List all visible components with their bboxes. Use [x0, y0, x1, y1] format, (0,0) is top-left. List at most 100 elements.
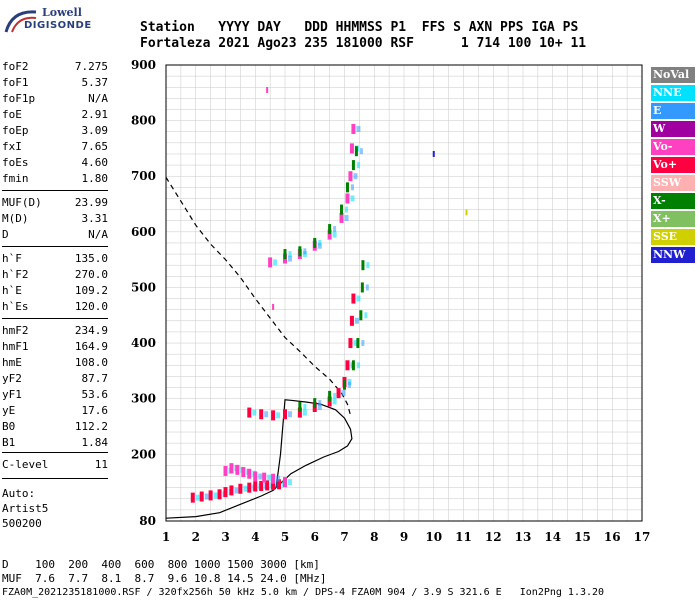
legend-x: X+ [651, 211, 695, 227]
grid [165, 64, 643, 521]
echo-point [243, 485, 248, 492]
y-tick-label: 600 [131, 225, 156, 239]
echo-point [277, 479, 282, 490]
echo-point [361, 340, 365, 347]
y-tick-label: 80 [139, 514, 156, 528]
trace [223, 463, 292, 488]
auto-code: 500200 [2, 517, 42, 530]
echo-point [349, 315, 354, 326]
param-value: 2.91 [81, 108, 109, 121]
echo-point [217, 489, 222, 500]
echo-point [345, 206, 349, 213]
x-tick-label: 6 [311, 530, 319, 544]
param-name: foF1 [2, 76, 29, 89]
x-tick-label: 10 [425, 530, 442, 544]
legend-x: X- [651, 193, 695, 209]
y-tick-label: 700 [131, 169, 156, 183]
param-name: B1 [2, 436, 16, 449]
echo-point [349, 143, 354, 154]
param-name: fmin [2, 172, 29, 185]
echo-point [344, 214, 349, 221]
param-hf: h`F 135.0 [2, 252, 108, 268]
echo-point [267, 474, 272, 481]
echo-point [313, 237, 317, 248]
param-ye: yE 17.6 [2, 404, 108, 420]
param-value: 234.9 [74, 324, 108, 337]
param-hmf1: hmF1 164.9 [2, 340, 108, 356]
echo-point [345, 182, 349, 193]
profile-solid-line [165, 399, 353, 519]
echo-traces [190, 87, 468, 503]
echo-point [271, 410, 276, 421]
param-value: 1.80 [81, 172, 109, 185]
legend-nnw: NNW [651, 247, 695, 263]
param-name: C-level [2, 458, 49, 471]
lowell-digisonde-logo: Lowell DIGISONDE [2, 6, 91, 46]
x-tick-label: 2 [192, 530, 200, 544]
echo-point [332, 398, 337, 405]
param-value: 4.60 [81, 156, 109, 169]
echo-point [348, 171, 353, 182]
echo-point [288, 251, 292, 258]
param-name: yF1 [2, 388, 22, 401]
echo-point [247, 482, 252, 493]
echo-point [264, 411, 269, 418]
param-yf2: yF2 87.7 [2, 372, 108, 388]
x-tick-label: 13 [515, 530, 532, 544]
echo-point [195, 494, 200, 501]
echo-point [234, 487, 239, 494]
echo-point [345, 360, 350, 371]
param-foe: foE 2.91 [2, 108, 108, 124]
param-value: 120.0 [74, 300, 108, 313]
distance-row: D 100 200 400 600 800 1000 1500 3000 [km… [2, 558, 320, 571]
param-value: 164.9 [74, 340, 108, 353]
param-value: 87.7 [81, 372, 109, 385]
param-value: 53.6 [81, 388, 109, 401]
param-hf2: h`F2 270.0 [2, 268, 108, 284]
header-labels: Station YYYY DAY DDD HHMMSS P1 FFS S AXN… [140, 20, 579, 35]
echo-point [288, 255, 292, 262]
param-hmf2: hmF2 234.9 [2, 324, 108, 340]
echo-point [351, 160, 355, 171]
echo-point [336, 388, 341, 399]
x-tick-label: 9 [400, 530, 408, 544]
param-name: yF2 [2, 372, 22, 385]
echo-point [333, 226, 337, 233]
param-hme: hmE 108.0 [2, 356, 108, 372]
echo-point [356, 162, 360, 169]
param-value: 135.0 [74, 252, 108, 265]
param-name: yE [2, 404, 16, 417]
param-name: h`Es [2, 300, 29, 313]
param-d: D N/A [2, 228, 108, 244]
plot-frame [165, 64, 643, 522]
param-fxi: fxI 7.65 [2, 140, 108, 156]
legend-nne: NNE [651, 85, 695, 101]
x-tick-label: 7 [340, 530, 348, 544]
echo-point [303, 248, 307, 255]
param-name: foEp [2, 124, 29, 137]
echo-point [302, 409, 307, 416]
echo-point [208, 490, 213, 501]
echo-point [356, 338, 360, 349]
param-value: 3.31 [81, 212, 109, 225]
param-fof2: foF2 7.275 [2, 60, 108, 76]
echo-point [190, 492, 195, 503]
param-value: 3.09 [81, 124, 109, 137]
legend-e: E [651, 103, 695, 119]
echo-point [359, 148, 363, 155]
echo-point [350, 195, 355, 202]
param-value: 5.37 [81, 76, 109, 89]
param-fof1p: foF1p N/A [2, 92, 108, 108]
separator [2, 478, 108, 479]
separator [2, 190, 108, 191]
echo-point [303, 404, 307, 410]
echo-point [354, 317, 359, 324]
param-value: 109.2 [74, 284, 108, 297]
x-tick-label: 15 [574, 530, 591, 544]
echo-point [283, 409, 287, 420]
param-yf1: yF1 53.6 [2, 388, 108, 404]
echo-point [259, 480, 264, 491]
echo-point [365, 284, 369, 291]
echo-point [223, 465, 228, 476]
